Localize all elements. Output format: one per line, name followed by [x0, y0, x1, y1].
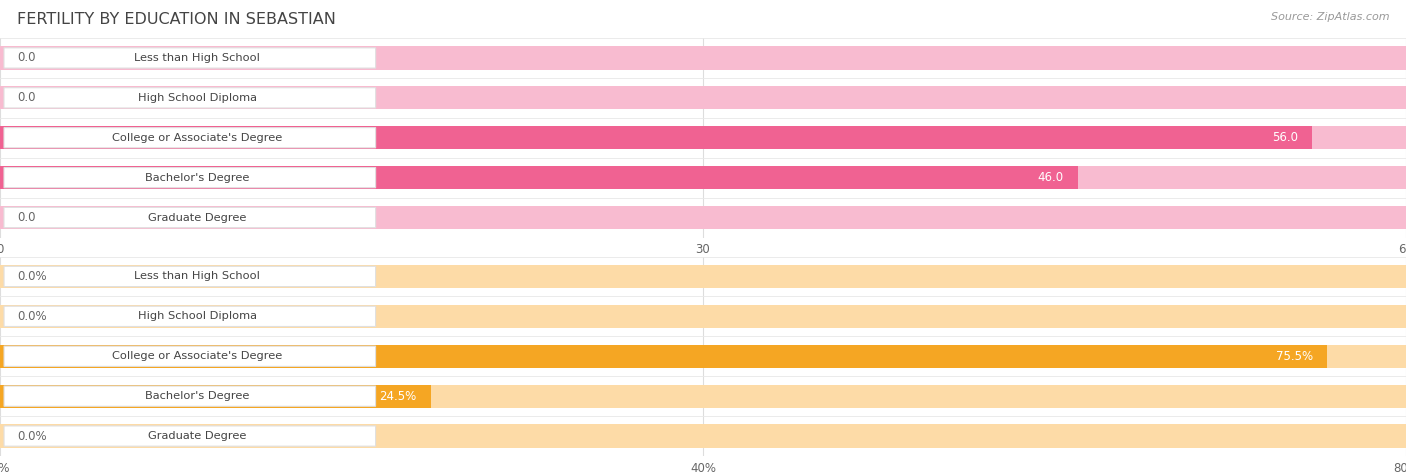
Bar [0, 166, 1406, 189]
Text: Bachelor's Degree: Bachelor's Degree [145, 391, 249, 401]
Text: 0.0%: 0.0% [17, 270, 46, 283]
Text: 0.0%: 0.0% [17, 310, 46, 323]
Text: Graduate Degree: Graduate Degree [148, 431, 246, 441]
FancyBboxPatch shape [4, 48, 375, 68]
Bar [0, 126, 1406, 149]
Bar [0, 166, 1078, 189]
Text: 46.0: 46.0 [1038, 171, 1064, 184]
Text: College or Associate's Degree: College or Associate's Degree [112, 351, 283, 361]
Text: Less than High School: Less than High School [135, 53, 260, 63]
Text: 24.5%: 24.5% [380, 390, 416, 403]
Text: High School Diploma: High School Diploma [138, 93, 257, 103]
Text: High School Diploma: High School Diploma [138, 311, 257, 322]
Text: College or Associate's Degree: College or Associate's Degree [112, 133, 283, 143]
Bar [0, 345, 1327, 368]
Text: Bachelor's Degree: Bachelor's Degree [145, 172, 249, 183]
Bar [0, 345, 1406, 368]
FancyBboxPatch shape [4, 426, 375, 446]
Bar [0, 385, 1406, 408]
Text: 0.0: 0.0 [17, 91, 35, 104]
Bar [0, 86, 1406, 109]
Bar [0, 385, 430, 408]
Bar [0, 425, 1406, 447]
Text: 56.0: 56.0 [1272, 131, 1298, 144]
Text: 0.0%: 0.0% [17, 429, 46, 443]
FancyBboxPatch shape [4, 266, 375, 286]
Bar [0, 126, 1312, 149]
Text: Graduate Degree: Graduate Degree [148, 212, 246, 223]
Text: Less than High School: Less than High School [135, 271, 260, 282]
Bar [0, 265, 1406, 288]
FancyBboxPatch shape [4, 208, 375, 228]
Text: 75.5%: 75.5% [1275, 350, 1313, 363]
Bar [0, 47, 1406, 69]
FancyBboxPatch shape [4, 306, 375, 326]
FancyBboxPatch shape [4, 168, 375, 188]
FancyBboxPatch shape [4, 88, 375, 108]
Text: Source: ZipAtlas.com: Source: ZipAtlas.com [1271, 12, 1389, 22]
FancyBboxPatch shape [4, 386, 375, 406]
Bar [0, 305, 1406, 328]
Bar [0, 206, 1406, 229]
FancyBboxPatch shape [4, 346, 375, 366]
Text: 0.0: 0.0 [17, 51, 35, 65]
Text: 0.0: 0.0 [17, 211, 35, 224]
FancyBboxPatch shape [4, 128, 375, 148]
Text: FERTILITY BY EDUCATION IN SEBASTIAN: FERTILITY BY EDUCATION IN SEBASTIAN [17, 12, 336, 27]
